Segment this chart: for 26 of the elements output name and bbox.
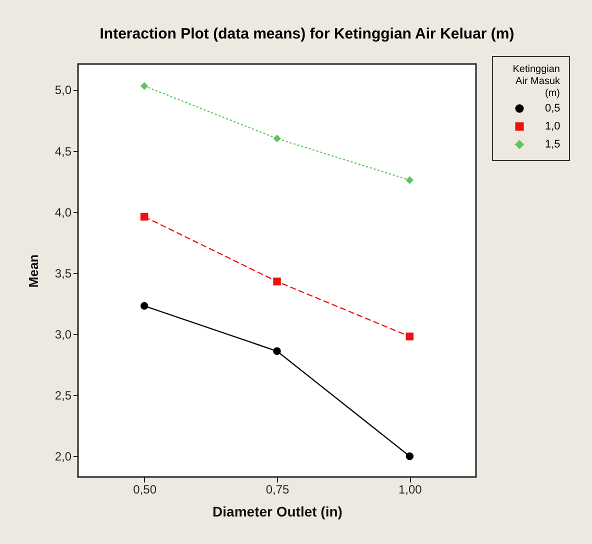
legend-title: Ketinggian Air Masuk (m): [512, 64, 561, 99]
x-tick-label: 1,00: [398, 482, 422, 496]
legend-label: 1,5: [545, 138, 560, 150]
point: [140, 302, 148, 310]
x-tick-label: 0,75: [266, 482, 290, 496]
point: [406, 332, 414, 340]
point: [273, 134, 281, 142]
y-tick-label: 5,0: [54, 83, 72, 98]
legend-label: 0,5: [545, 102, 560, 114]
point: [140, 212, 148, 221]
y-tick-label: 2,0: [54, 450, 72, 464]
x-tick-label: 0,50: [133, 482, 157, 496]
y-tick-label: 4,5: [54, 144, 72, 158]
chart-title: Interaction Plot (data means) for Ketinggian Air Keluar (m): [100, 26, 514, 42]
x-axis-title: Diameter Outlet (in): [212, 504, 342, 520]
point: [406, 452, 414, 460]
point: [273, 347, 281, 356]
point: [273, 278, 281, 286]
y-tick-label: 2,5: [54, 388, 72, 403]
legend-label: 1,0: [545, 120, 560, 132]
y-axis-title: Mean: [26, 254, 41, 288]
point: [406, 176, 414, 184]
y-tick-label: 3,5: [54, 266, 72, 280]
point: [140, 82, 148, 90]
y-tick-label: 4,0: [54, 205, 72, 220]
y-tick-label: 3,0: [54, 328, 72, 342]
